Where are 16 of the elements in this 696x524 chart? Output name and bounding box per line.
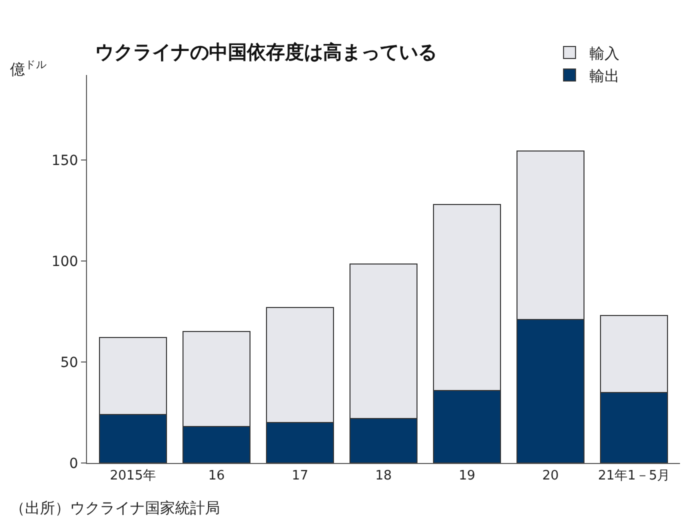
legend-label: 輸出 bbox=[590, 66, 620, 85]
y-tick-label: 100 bbox=[51, 254, 78, 270]
y-tick-label: 0 bbox=[69, 456, 78, 472]
x-tick-label: 18 bbox=[375, 468, 392, 484]
chart-title: ウクライナの中国依存度は高まっている bbox=[95, 42, 437, 64]
legend-label: 輸入 bbox=[590, 44, 620, 62]
y-axis-title: 億$^{ドル}$ bbox=[10, 59, 47, 78]
y-tick-label: 50 bbox=[60, 354, 78, 371]
y-tick-label: 150 bbox=[51, 152, 78, 169]
x-tick-label: 2015年 bbox=[110, 468, 156, 484]
x-tick-label: 16 bbox=[208, 468, 225, 484]
x-tick-label: 19 bbox=[458, 468, 476, 484]
x-tick-label: 17 bbox=[292, 468, 308, 484]
x-tick-label: 20 bbox=[542, 468, 559, 484]
x-tick-label: 21年1－5月 bbox=[598, 468, 670, 484]
text: （出所）ウクライナ国家統計局 bbox=[10, 499, 220, 517]
